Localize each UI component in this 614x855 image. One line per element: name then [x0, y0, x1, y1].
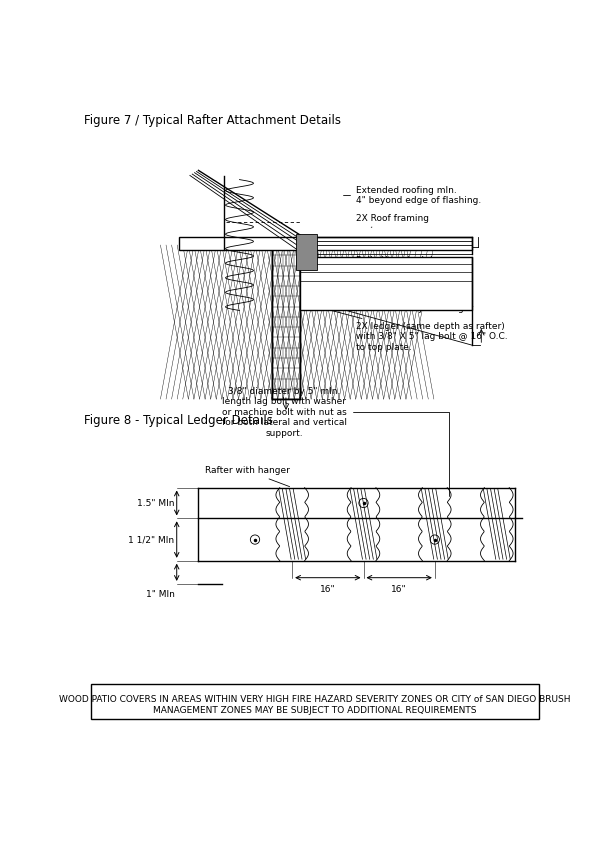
Bar	[272, 245, 300, 399]
Text: Figure 8 - Typical Ledger Details: Figure 8 - Typical Ledger Details	[85, 415, 273, 428]
Bar	[179, 238, 472, 251]
Text: Rafter with hanger: Rafter with hanger	[204, 466, 290, 486]
Text: 2X roof framing: 2X roof framing	[327, 282, 426, 298]
Text: Rolled/touched down
or built up roof.: Rolled/touched down or built up roof.	[327, 255, 451, 274]
Text: MANAGEMENT ZONES MAY BE SUBJECT TO ADDITIONAL REQUIREMENTS: MANAGEMENT ZONES MAY BE SUBJECT TO ADDIT…	[153, 705, 476, 715]
Bar	[296, 233, 317, 269]
Text: 2X Roof framing: 2X Roof framing	[356, 215, 429, 227]
Text: 1" Mln: 1" Mln	[146, 590, 174, 599]
Text: 1/2" CDX ply sheathing: 1/2" CDX ply sheathing	[327, 272, 461, 285]
Bar	[91, 684, 538, 718]
Text: Extended roofing mln.
4" beyond edge of flashing.: Extended roofing mln. 4" beyond edge of …	[343, 186, 481, 205]
Text: Double shear joist hanger: Double shear joist hanger	[320, 292, 473, 313]
Text: 16": 16"	[391, 586, 407, 594]
Text: 2X ledger (same depth as rafter)
with 3/8" X 5" lag bolt @ 16" O.C.
to top plate: 2X ledger (same depth as rafter) with 3/…	[320, 307, 507, 352]
Text: WOOD PATIO COVERS IN AREAS WITHIN VERY HIGH FIRE HAZARD SEVERITY ZONES OR CITY o: WOOD PATIO COVERS IN AREAS WITHIN VERY H…	[59, 695, 570, 704]
Bar	[300, 256, 472, 310]
Text: Figure 7 / Typical Rafter Attachment Details: Figure 7 / Typical Rafter Attachment Det…	[85, 115, 341, 127]
Text: 1.5" Mln: 1.5" Mln	[137, 498, 174, 508]
Text: 3/8" diameter by 5" mln.
length lag bolt with washer
or machine bolt with nut as: 3/8" diameter by 5" mln. length lag bolt…	[222, 387, 449, 497]
Text: 1 1/2" Mln: 1 1/2" Mln	[128, 535, 174, 544]
Text: 16": 16"	[320, 586, 336, 594]
